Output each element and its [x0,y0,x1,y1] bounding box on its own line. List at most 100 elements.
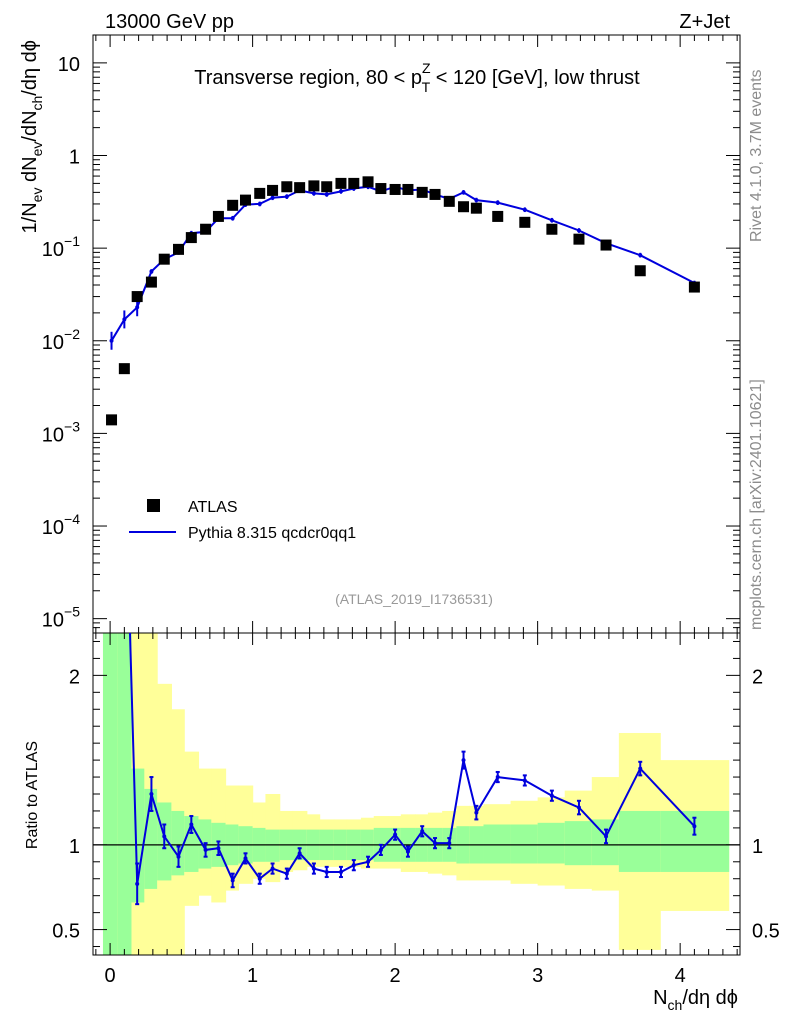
atlas-point [267,184,279,196]
y-tick-label: 0.5 [52,921,80,943]
pythia-line [110,185,695,342]
ratio-point [604,834,609,839]
atlas-point [429,188,441,200]
band-green [618,810,661,872]
atlas-point [173,243,185,255]
ratio-point [257,876,262,881]
x-tick-label: 3 [532,965,543,987]
ratio-point [420,829,425,834]
y-tick-label: 10−1 [42,233,80,261]
pythia-point [549,218,554,223]
pythia-point [474,198,479,203]
rivet-label: Rivet 4.1.0, 3.7M events [748,69,765,242]
legend-atlas-label: ATLAS [188,499,238,516]
pythia-point [109,338,114,343]
ratio-point [122,436,126,440]
y-tick-label: 1 [69,836,80,858]
ratio-point [474,810,479,815]
atlas-point [212,210,224,222]
atlas-point [200,223,212,235]
pythia-point [576,228,581,233]
legend-pythia-label: Pythia 8.315 qcdcr0qq1 [188,525,356,542]
band-green [510,824,539,864]
atlas-point [185,232,197,244]
y-tick-label-right: 2 [752,666,763,688]
pythia-point [522,207,527,212]
band-green [537,822,566,864]
band-green [102,633,118,955]
main-frame [92,34,741,634]
plot-title: Transverse region, 80 < pZ T < 120 [GeV],… [194,60,640,95]
atlas-point [335,177,347,189]
atlas-point [546,223,558,235]
pythia-point [324,192,329,197]
ratio-point [522,778,527,783]
ratio-point [297,851,302,856]
y-tick-label: 2 [69,666,80,688]
band-green [117,633,133,955]
main-plot: 10−5 10−4 10−3 10−2 10−1 1 10 Transverse region… [19,34,741,634]
ratio-series [122,436,697,906]
mcplots-label: mcplots.cern.ch [arXiv:2401.10621] [748,379,765,630]
atlas-point [416,186,428,198]
ratio-axis-label: Ratio to ATLAS [24,741,41,849]
pythia-point [284,194,289,199]
ratio-point [189,822,194,827]
atlas-point [131,291,143,303]
y-tick-label: 10−3 [42,418,80,446]
atlas-point [145,276,157,288]
pythia-point [135,305,140,310]
y-tick-label-right: 0.5 [752,921,780,943]
pythia-point [338,189,343,194]
pythia-point [461,190,466,195]
atlas-point [281,181,293,193]
atlas-point [470,202,482,214]
ratio-point [351,863,356,868]
ratio-point [243,856,248,861]
pythia-point [638,253,643,258]
atlas-point [389,183,401,195]
y-tick-label: 10−5 [42,604,80,632]
pythia-point [230,216,235,221]
analysis-watermark: (ATLAS_2019_I1736531) [335,591,493,607]
atlas-point [118,363,130,375]
ratio-point [638,766,643,771]
x-tick-label: 2 [390,965,401,987]
ratio-point [149,792,154,796]
atlas-point [688,281,700,293]
ratio-point [176,854,181,859]
ratio-plot: 0 1 2 3 4 0.5 0.5 1 1 2 2 Ratio to ATLAS Nch/dη dϕ [24,436,780,1013]
ratio-point [495,775,500,780]
atlas-point [375,183,387,195]
pythia-point [495,200,500,205]
ratio-point [284,871,289,876]
legend: ATLAS Pythia 8.315 qcdcr0qq1 [129,499,356,542]
y-tick-label: 10−4 [42,511,80,539]
band-green [171,810,185,876]
ratio-point [230,878,235,883]
band-green [483,824,512,864]
atlas-point [294,182,306,194]
ratio-point [135,881,140,886]
band-green [564,821,593,866]
y-tick-label: 10 [58,54,80,76]
main-series [106,176,700,426]
x-tick-label: 4 [675,965,686,987]
y-tick-label-right: 1 [752,836,763,858]
x-tick-label: 1 [247,965,258,987]
ratio-point [549,793,554,798]
pythia-point [149,269,154,274]
atlas-point [158,253,170,265]
atlas-point [443,195,455,207]
atlas-point [600,239,612,251]
legend-atlas-marker [147,499,160,512]
ratio-point [366,859,371,864]
ratio-point [216,846,221,851]
y-tick-label: 1 [69,147,80,169]
band-green [265,829,281,862]
y-tick-label: 10−2 [42,326,80,354]
ratio-point [324,869,329,874]
pythia-point [311,191,316,196]
atlas-point [458,201,470,213]
